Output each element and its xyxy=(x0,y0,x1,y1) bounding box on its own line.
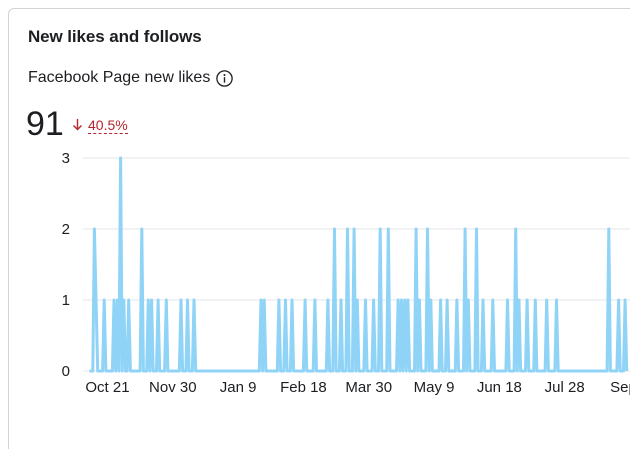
x-tick-label: Sep xyxy=(610,379,630,396)
total-new-likes: 91 xyxy=(26,105,64,143)
card-title: New likes and follows xyxy=(28,27,202,46)
y-tick-label: 2 xyxy=(62,221,70,238)
x-tick-label: Oct 21 xyxy=(85,379,129,396)
x-tick-label: Jan 9 xyxy=(220,379,257,396)
metric-header: Facebook Page new likes xyxy=(28,69,234,87)
change-indicator: 40.5% xyxy=(72,118,128,134)
y-tick-label: 3 xyxy=(62,150,70,167)
y-tick-label: 0 xyxy=(62,363,70,380)
change-percent[interactable]: 40.5% xyxy=(88,117,128,134)
x-tick-label: Mar 30 xyxy=(345,379,392,396)
x-tick-label: Jul 28 xyxy=(545,379,585,396)
likes-line-chart: 0 1 2 3 Oct 21 Nov 30 Jan 9 Feb 18 Mar 30 May 9 Ju… xyxy=(62,150,630,396)
arrow-down-icon xyxy=(72,118,83,134)
x-tick-label: May 9 xyxy=(414,379,455,396)
metric-label: Facebook Page new likes xyxy=(28,69,211,86)
x-tick-label: Jun 18 xyxy=(477,379,522,396)
y-tick-label: 1 xyxy=(62,292,70,309)
x-tick-label: Feb 18 xyxy=(280,379,327,396)
info-circle-icon[interactable] xyxy=(216,69,234,87)
series-line[interactable] xyxy=(89,156,629,373)
x-tick-label: Nov 30 xyxy=(149,379,197,396)
